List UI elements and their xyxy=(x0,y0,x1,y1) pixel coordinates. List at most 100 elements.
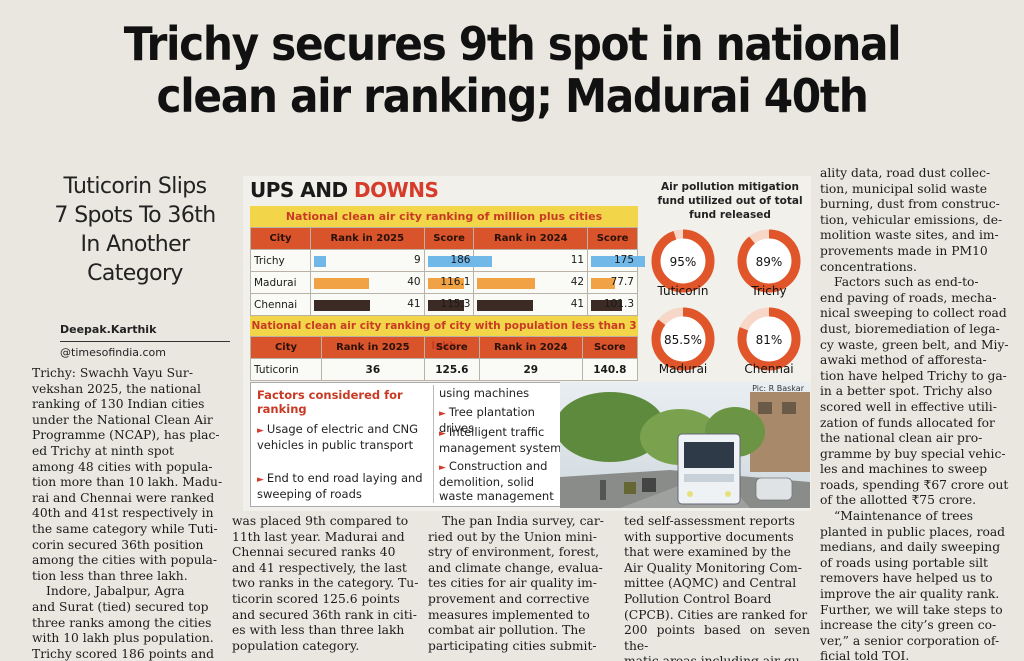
arrow-right-icon: ► xyxy=(439,463,446,473)
article-line: scored well in effective utili- xyxy=(820,399,997,414)
article-line: and climate change, evalua- xyxy=(428,560,603,575)
article-line: among the cities with popula- xyxy=(32,553,218,568)
ring-arc xyxy=(737,229,801,293)
factors-title: Factors considered for ranking xyxy=(257,388,403,416)
value-bar xyxy=(314,277,369,289)
article-line: 200 points based on seven the- xyxy=(624,623,810,653)
article-line: the national clean air pro- xyxy=(820,431,983,446)
value-bar xyxy=(591,299,623,311)
col-header: City xyxy=(249,336,323,359)
value-bar xyxy=(477,299,534,311)
factor-item: ► Construction and demolition, solid wast… xyxy=(439,459,559,503)
factor-item: ► Tree plantation drives xyxy=(439,405,569,435)
subhead-line: Tuticorin Slips xyxy=(63,174,207,199)
article-line: Factors such as end-to- xyxy=(834,275,979,290)
article-line: in a better spot. Trichy also xyxy=(820,384,993,399)
ring-arc xyxy=(651,229,715,293)
factor-text: Construction and demolition, solid waste… xyxy=(439,459,554,503)
street-photo-illustration xyxy=(560,382,810,508)
article-line: two ranks in the category. Tu- xyxy=(232,576,419,591)
headline: Trichy secures 9th spot in national clea… xyxy=(50,18,974,122)
ring-arc xyxy=(737,307,801,371)
article-line: ticorin scored 125.6 points xyxy=(232,591,400,606)
bar-cell: 41 xyxy=(314,297,421,313)
article-line: ed Trichy at ninth spot xyxy=(32,443,174,458)
article-line: The pan India survey, car- xyxy=(442,514,604,528)
factor-text: End to end road laying and sweeping of r… xyxy=(257,471,423,501)
value-cell: 36 xyxy=(321,358,425,381)
col-header: Rank in 2025 xyxy=(310,227,425,250)
value-cell: 175 xyxy=(587,249,646,272)
article-line: awaki method of afforesta- xyxy=(820,353,987,368)
article-line: corin secured 36th position xyxy=(32,537,204,552)
factor-continuation: using machines xyxy=(439,386,530,400)
article-line: medians, and daily sweeping xyxy=(820,540,1001,555)
col-header: Rank in 2024 xyxy=(473,227,589,250)
bar-cell: 77.7 xyxy=(591,275,634,291)
value-cell: 101.3 xyxy=(587,293,638,316)
factor-text: Tree plantation drives xyxy=(439,405,535,435)
bar-cell: 42 xyxy=(477,275,584,291)
ring-percent-label: 81% xyxy=(756,333,783,347)
article-line: improve the air quality rank. xyxy=(820,587,1000,602)
value-label: 41 xyxy=(570,297,585,310)
factor-item: ► Intelligent traffic management system xyxy=(439,425,564,455)
table-header-row: City Rank in 2025 Score Rank in 2024 Sco… xyxy=(250,227,638,250)
article-line: with supportive documents xyxy=(624,529,794,544)
factor-item: ► Usage of electric and CNG vehicles in p… xyxy=(257,422,427,452)
byline-rule xyxy=(60,341,230,342)
value-bar xyxy=(314,299,370,311)
article-line: vekshan 2025, the national xyxy=(32,381,201,396)
ring-arc xyxy=(651,307,715,371)
article-line: measures implemented to xyxy=(428,607,590,622)
article-line: removers have helped us to xyxy=(820,571,993,586)
city-cell: Chennai xyxy=(250,293,311,316)
bar-cell: 116.1 xyxy=(427,275,471,291)
value-cell: 115.3 xyxy=(423,293,475,316)
ring-percent-label: 95% xyxy=(670,255,697,269)
article-line: the same category while Tuti- xyxy=(32,521,218,536)
fund-chart-title: Air pollution mitigation fund utilized o… xyxy=(657,181,803,221)
article-line: of the allotted ₹75 crore. xyxy=(820,493,977,508)
col-header: Rank in 2024 xyxy=(479,336,583,359)
article-line: (CPCB). Cities are ranked for xyxy=(624,607,808,622)
value-bar xyxy=(427,255,486,267)
article-line: matic areas including air qu- xyxy=(624,654,810,661)
article-line: participating cities submit- xyxy=(428,638,597,653)
headline-line-1: Trichy secures 9th spot in national xyxy=(123,17,902,71)
article-line: es with less than three lakh xyxy=(232,623,405,638)
article-line: end paving of roads, mecha- xyxy=(820,290,997,305)
factor-text: Usage of electric and CNG vehicles in pu… xyxy=(257,422,419,452)
article-line: Air Quality Monitoring Com- xyxy=(624,560,802,575)
byline: Deepak.Karthik @timesofindia.com xyxy=(60,322,240,361)
arrow-right-icon: ► xyxy=(439,409,446,419)
value-label: 41 xyxy=(407,297,421,310)
street-photo: Pic: R Baskar xyxy=(560,382,810,508)
article-line: was placed 9th compared to xyxy=(232,514,409,528)
value-bar xyxy=(427,299,464,311)
value-cell: 40 xyxy=(310,271,425,294)
article-column-4: ted self-assessment reports with supporti… xyxy=(624,514,810,661)
million-plus-table: City Rank in 2025 Score Rank in 2024 Sco… xyxy=(250,227,646,316)
value-label: 116.1 xyxy=(440,275,471,288)
title-ups: UPS AND xyxy=(250,178,355,202)
article-line: increase the city’s green co- xyxy=(820,618,997,633)
article-line: mittee (AQMC) and Central xyxy=(624,576,797,591)
factor-item: ► End to end road laying and sweeping of … xyxy=(257,471,427,501)
fund-ring: 81% xyxy=(737,307,801,371)
value-label: 101.3 xyxy=(603,297,634,310)
value-cell: 9 xyxy=(310,249,425,272)
bar-cell: 101.3 xyxy=(591,297,634,313)
article-line: Trichy: Swachh Vayu Sur- xyxy=(32,366,193,380)
article-line: combat air pollution. The xyxy=(428,623,586,638)
fund-ring: 95% xyxy=(651,229,715,293)
article-line: Chennai secured ranks 40 xyxy=(232,545,396,560)
author-name: Deepak.Karthik xyxy=(60,323,157,336)
city-cell: Madurai xyxy=(250,271,311,294)
value-cell: 186 xyxy=(423,249,486,272)
article-column-2: was placed 9th compared to 11th last year… xyxy=(232,514,422,654)
bar-cell: 9 xyxy=(314,253,421,269)
title-downs: DOWNS xyxy=(354,178,439,202)
article-line: zation of funds allocated for xyxy=(820,415,995,430)
city-cell: Tuticorin xyxy=(249,358,323,381)
